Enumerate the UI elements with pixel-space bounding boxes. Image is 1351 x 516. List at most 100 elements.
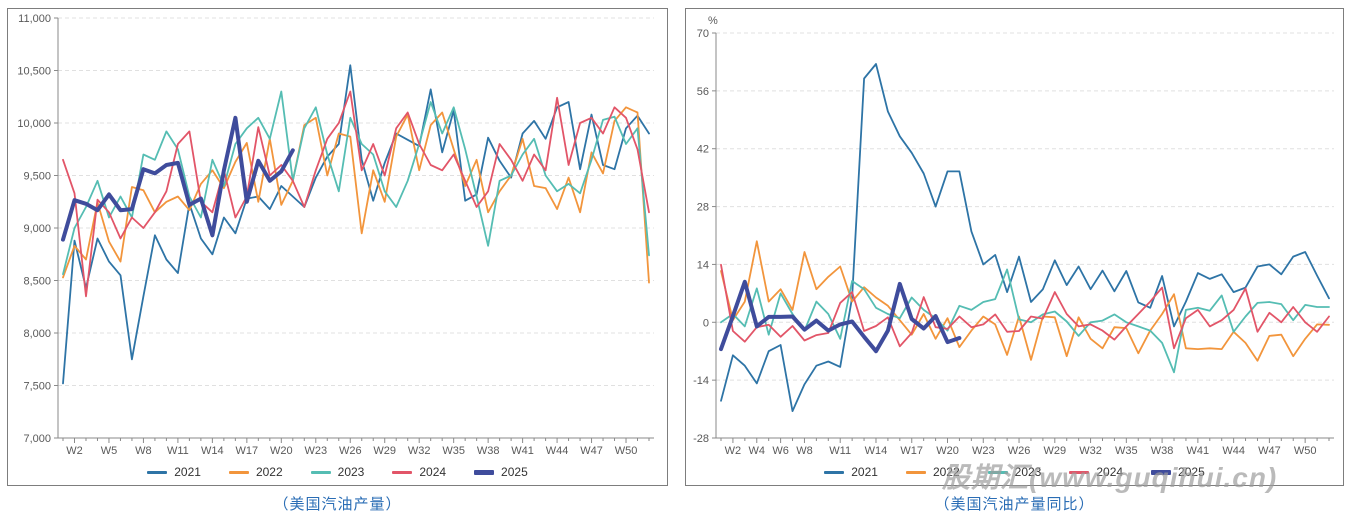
production-chart: 7,000 7,500 8,000 8,500 9,000 9,500 10,000 10,5… <box>8 9 667 459</box>
series-line-2022 <box>720 240 1330 362</box>
x-tick-label: W8 <box>135 445 152 457</box>
y-tick-label: 9,500 <box>23 171 51 183</box>
production-chart-panel: 7,000 7,500 8,000 8,500 9,000 9,500 10,000 10,5… <box>7 8 668 486</box>
x-tick-label: W17 <box>236 445 259 457</box>
x-tick-label: W4 <box>749 445 766 457</box>
x-tick-label: W35 <box>1115 445 1138 457</box>
legend-item-2023: 2023 <box>310 465 365 480</box>
x-tick-label: W23 <box>304 445 327 457</box>
y-tick-label: 10,000 <box>17 118 51 130</box>
y-tick-label: 28 <box>697 202 709 214</box>
legend-marker-2022 <box>905 470 926 474</box>
x-tick-label: W17 <box>900 445 923 457</box>
x-tick-label: W14 <box>201 445 224 457</box>
legend-label: 2021 <box>851 465 878 480</box>
x-tick-label: W5 <box>101 445 118 457</box>
x-tick-label: W20 <box>270 445 293 457</box>
y-tick-label: 8,500 <box>23 276 51 288</box>
x-tick-label: W32 <box>1079 445 1102 457</box>
legend-label: 2022 <box>255 465 283 480</box>
y-tick-label: 56 <box>697 86 709 98</box>
legend-item-2023: 2023 <box>987 465 1042 480</box>
x-tick-label: W47 <box>580 445 603 457</box>
y-tick-label: 14 <box>697 259 709 271</box>
x-tick-label: W20 <box>936 445 959 457</box>
x-tick-label: W29 <box>1043 445 1066 457</box>
legend-item-2022: 2022 <box>905 465 960 480</box>
x-tick-label: W47 <box>1258 445 1281 457</box>
legend-label: 2022 <box>932 465 960 480</box>
x-tick-label: W50 <box>615 445 638 457</box>
yoy-legend: 2021 2022 2023 2024 2025 <box>686 459 1343 485</box>
left-panel-column: 7,000 7,500 8,000 8,500 9,000 9,500 10,000 10,5… <box>7 8 668 514</box>
legend-marker-2025 <box>1151 469 1172 475</box>
x-tick-label: W35 <box>442 445 465 457</box>
x-tick-label: W32 <box>408 445 431 457</box>
x-tick-label: W8 <box>796 445 813 457</box>
series-line-2024 <box>720 263 1330 350</box>
legend-item-2021: 2021 <box>824 465 878 479</box>
x-tick-label: W6 <box>772 445 789 457</box>
legend-item-2024: 2024 <box>1069 465 1123 479</box>
x-tick-label: W14 <box>865 445 888 457</box>
y-tick-label: 70 <box>697 28 709 40</box>
yoy-chart-panel: -28 -14 0 14 28 42 56 70 W2 W4 W6 W8 W11 W14 W17 W20 W23… <box>685 8 1344 486</box>
y-tick-label: 11,000 <box>18 13 51 25</box>
legend-marker-2024 <box>392 470 413 474</box>
legend-item-2024: 2024 <box>392 465 446 479</box>
x-tick-label: W38 <box>1151 445 1174 457</box>
legend-label: 2025 <box>501 465 528 480</box>
y-tick-label: 8,000 <box>23 328 51 340</box>
x-tick-label: W29 <box>373 445 396 457</box>
right-panel-column: -28 -14 0 14 28 42 56 70 W2 W4 W6 W8 W11 W14 W17 W20 W23… <box>685 8 1344 514</box>
legend-label: 2024 <box>1096 465 1124 480</box>
series-line-2025 <box>719 279 962 354</box>
legend-marker-2021 <box>147 470 168 474</box>
x-tick-label: W11 <box>829 445 851 457</box>
y-tick-label: 42 <box>697 144 709 156</box>
legend-marker-2025 <box>474 469 495 475</box>
chart-svg-0: 7,000 7,500 8,000 8,500 9,000 9,500 10,000 10,5… <box>17 13 654 457</box>
yoy-caption: （美国汽油产量同比） <box>934 495 1095 513</box>
y-tick-label: 9,000 <box>23 223 51 235</box>
legend-label: 2023 <box>1014 465 1042 480</box>
y-tick-label: 7,000 <box>23 433 51 445</box>
x-tick-label: W44 <box>1222 445 1245 457</box>
legend-item-2025: 2025 <box>474 465 528 479</box>
series-line-2022 <box>62 106 650 284</box>
x-tick-label: W50 <box>1294 445 1317 457</box>
legend-marker-2024 <box>1069 470 1090 474</box>
legend-label: 2024 <box>419 465 447 480</box>
x-tick-label: W38 <box>477 445 500 457</box>
legend-item-2025: 2025 <box>1151 465 1205 479</box>
x-tick-label: W26 <box>339 445 362 457</box>
y-tick-label: 0 <box>703 317 709 329</box>
series-line-2023 <box>720 268 1330 374</box>
legend-item-2022: 2022 <box>228 465 283 480</box>
legend-marker-2022 <box>228 470 249 474</box>
legend-marker-2023 <box>987 470 1008 474</box>
legend-label: 2023 <box>337 465 365 480</box>
x-tick-label: W2 <box>725 445 742 457</box>
x-tick-label: W41 <box>1187 445 1210 457</box>
legend-label: 2025 <box>1178 465 1205 480</box>
y-tick-label: -28 <box>693 433 709 445</box>
production-caption: （美国汽油产量） <box>273 495 402 513</box>
series-line-2025 <box>61 115 295 242</box>
chart-svg-1: -28 -14 0 14 28 42 56 70 W2 W4 W6 W8 W11 W14 W17 W20 W23… <box>693 15 1334 457</box>
y-axis-unit-label: % <box>708 15 718 27</box>
x-tick-label: W44 <box>546 445 569 457</box>
legend-item-2021: 2021 <box>147 465 201 479</box>
x-tick-label: W41 <box>511 445 534 457</box>
y-tick-label: 10,500 <box>17 66 51 78</box>
yoy-chart: -28 -14 0 14 28 42 56 70 W2 W4 W6 W8 W11 W14 W17 W20 W23… <box>686 9 1343 459</box>
y-tick-label: -14 <box>693 375 709 387</box>
legend-marker-2021 <box>824 470 845 474</box>
x-tick-label: W11 <box>167 445 189 457</box>
production-legend: 2021 2022 2023 2024 2025 <box>8 459 667 485</box>
x-tick-label: W2 <box>66 445 83 457</box>
series-line-2021 <box>720 63 1330 413</box>
x-tick-label: W26 <box>1008 445 1031 457</box>
series-line-2024 <box>62 90 650 298</box>
